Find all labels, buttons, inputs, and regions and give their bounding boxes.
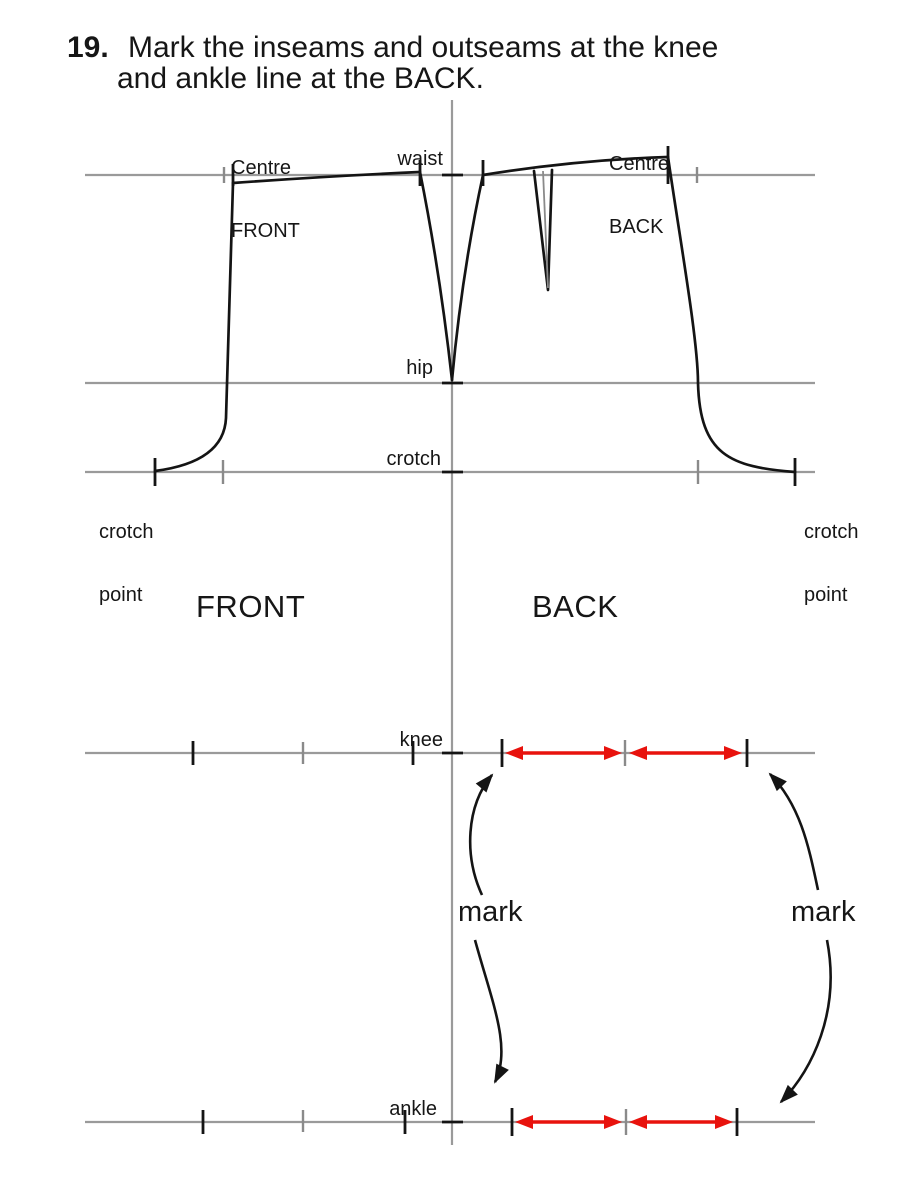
centre-front-line1: Centre xyxy=(231,157,292,179)
ankle-outseam-arrowhead-left xyxy=(629,1115,647,1129)
ankle-inseam-arrowhead-left xyxy=(515,1115,533,1129)
crotch-point-left-line2: point xyxy=(99,584,143,606)
waist-label: waist xyxy=(397,148,443,170)
guide-lines xyxy=(85,100,815,1145)
mark-pointer-arrows xyxy=(468,772,832,1104)
back-side-seam xyxy=(450,173,485,382)
knee-inseam-arrowhead-right xyxy=(604,746,622,760)
ankle-label: ankle xyxy=(389,1098,437,1120)
crotch-point-label-left: crotch point xyxy=(99,480,153,648)
gray-ticks xyxy=(221,167,700,1135)
mark-arrow-to-knee-inseam xyxy=(468,773,494,896)
mark-label-right: mark xyxy=(791,896,856,928)
crotch-point-right-line1: crotch xyxy=(804,521,859,543)
crotch-point-left-line1: crotch xyxy=(99,521,154,543)
back-centre-and-crotch-curve xyxy=(666,155,797,474)
centre-back-label: Centre BACK xyxy=(609,112,669,280)
mark-arrow-to-ankle-inseam xyxy=(473,939,509,1084)
centre-front-line2: FRONT xyxy=(231,220,300,242)
knee-label: knee xyxy=(399,729,443,751)
step-instruction: Mark the inseams and outseams at the kne… xyxy=(117,32,718,94)
back-pattern-outline xyxy=(450,155,797,474)
front-waist-seam xyxy=(231,170,422,185)
crotch-label: crotch xyxy=(386,448,441,470)
back-dart-legs xyxy=(532,168,554,292)
back-dart-centre-line xyxy=(542,170,549,289)
mark-label-left: mark xyxy=(458,896,523,928)
crotch-point-right-line2: point xyxy=(804,584,848,606)
front-pattern-outline xyxy=(153,170,454,473)
step-number: 19. xyxy=(67,31,109,64)
hip-label: hip xyxy=(406,357,433,379)
centre-back-line1: Centre xyxy=(609,153,670,175)
knee-outseam-arrowhead-left xyxy=(629,746,647,760)
front-side-seam xyxy=(418,170,454,382)
step-instruction-line2: and ankle line at the BACK. xyxy=(117,62,484,95)
knee-inseam-arrowhead-left xyxy=(505,746,523,760)
front-centre-and-crotch-curve xyxy=(153,181,235,473)
step-instruction-line1: Mark the inseams and outseams at the kne… xyxy=(128,31,719,64)
mark-arrow-to-ankle-outseam xyxy=(779,939,832,1104)
centre-front-label: Centre FRONT xyxy=(231,116,300,284)
black-ticks xyxy=(153,146,797,1136)
red-arrows-knee xyxy=(505,746,742,760)
crotch-point-label-right: crotch point xyxy=(804,480,858,648)
knee-outseam-arrowhead-right xyxy=(724,746,742,760)
front-piece-label: FRONT xyxy=(196,589,306,624)
back-waist-seam xyxy=(481,155,670,177)
ankle-outseam-arrowhead-right xyxy=(715,1115,733,1129)
centre-back-line2: BACK xyxy=(609,216,664,238)
ankle-inseam-arrowhead-right xyxy=(604,1115,622,1129)
mark-arrow-to-knee-outseam xyxy=(768,772,820,891)
back-piece-label: BACK xyxy=(532,589,619,624)
red-arrows-ankle xyxy=(515,1115,733,1129)
